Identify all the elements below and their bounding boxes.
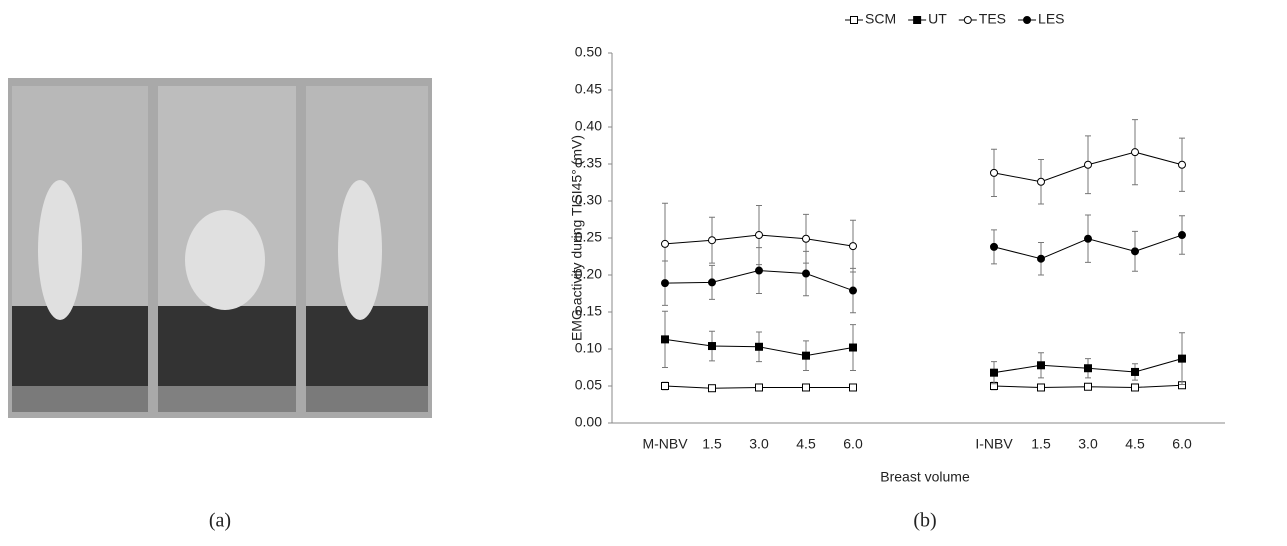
- data-point: [849, 383, 857, 392]
- data-point: [1084, 160, 1092, 169]
- legend-label: LES: [1038, 11, 1064, 27]
- data-point: [990, 368, 998, 377]
- y-tick-label: 0.40: [575, 118, 602, 134]
- data-point: [755, 231, 763, 240]
- data-point: [1178, 354, 1186, 363]
- data-point: [1037, 177, 1045, 186]
- person: [185, 210, 265, 310]
- y-tick-label: 0.50: [575, 44, 602, 60]
- data-point: [990, 242, 998, 251]
- data-point: [849, 343, 857, 352]
- panel-label: (a): [209, 510, 231, 532]
- bench: [158, 306, 296, 386]
- data-point: [661, 279, 669, 288]
- y-tick-label: 0.20: [575, 266, 602, 282]
- series-line: [664, 384, 1183, 389]
- data-point: [1084, 382, 1092, 391]
- data-point: [802, 383, 810, 392]
- data-point: [755, 342, 763, 351]
- legend-marker: [850, 16, 858, 24]
- legend-label: TES: [979, 11, 1006, 27]
- x-axis-title: Breast volume: [880, 469, 970, 485]
- y-tick-label: 0.15: [575, 303, 602, 319]
- data-point: [708, 384, 716, 393]
- photo: [8, 78, 432, 418]
- data-point: [849, 286, 857, 295]
- data-point: [708, 342, 716, 351]
- data-point: [661, 335, 669, 344]
- data-point: [1037, 361, 1045, 370]
- y-tick-label: 0.45: [575, 81, 602, 97]
- bench: [12, 306, 148, 386]
- y-tick-label: 0.25: [575, 229, 602, 245]
- series-line: [664, 338, 1183, 374]
- data-point: [802, 351, 810, 360]
- data-point: [1131, 383, 1139, 392]
- data-point: [1037, 254, 1045, 263]
- y-tick-label: 0.05: [575, 377, 602, 393]
- x-tick-label: M-NBV: [642, 436, 688, 452]
- y-tick-label: 0.00: [575, 414, 602, 430]
- data-point: [849, 242, 857, 251]
- legend-marker: [963, 16, 972, 24]
- x-tick-label: 3.0: [749, 436, 769, 452]
- data-point: [661, 239, 669, 248]
- person: [338, 180, 382, 320]
- x-tick-label: 1.5: [1031, 436, 1051, 452]
- data-point: [755, 383, 763, 392]
- x-tick-label: 1.5: [702, 436, 722, 452]
- data-point: [1178, 231, 1186, 240]
- y-axis-title: EMG activity during TISI45° (mV): [569, 135, 585, 341]
- legend-label: UT: [928, 11, 947, 27]
- x-tick-label: 4.5: [796, 436, 816, 452]
- x-tick-label: I-NBV: [975, 436, 1013, 452]
- y-tick-label: 0.10: [575, 340, 602, 356]
- series-line: [664, 234, 1183, 292]
- data-point: [1084, 364, 1092, 373]
- y-tick-label: 0.35: [575, 155, 602, 171]
- x-tick-label: 6.0: [1172, 436, 1192, 452]
- data-point: [802, 234, 810, 243]
- data-point: [708, 236, 716, 245]
- bench: [306, 306, 428, 386]
- data-point: [990, 168, 998, 177]
- legend-marker: [1023, 16, 1032, 24]
- data-point: [802, 269, 810, 278]
- data-point: [661, 382, 669, 390]
- data-point: [755, 266, 763, 275]
- data-point: [1037, 383, 1045, 392]
- x-tick-label: 4.5: [1125, 436, 1145, 452]
- y-tick-label: 0.30: [575, 192, 602, 208]
- legend-label: SCM: [865, 11, 896, 27]
- x-tick-label: 3.0: [1078, 436, 1098, 452]
- data-point: [1131, 367, 1139, 376]
- legend-marker: [913, 16, 922, 24]
- data-point: [1084, 234, 1092, 243]
- series-line: [664, 151, 1183, 247]
- panel-label: (b): [913, 510, 936, 532]
- data-point: [708, 278, 716, 287]
- person: [38, 180, 82, 320]
- data-point: [1178, 160, 1186, 169]
- data-point: [1131, 148, 1139, 157]
- data-point: [1131, 247, 1139, 256]
- x-tick-label: 6.0: [843, 436, 863, 452]
